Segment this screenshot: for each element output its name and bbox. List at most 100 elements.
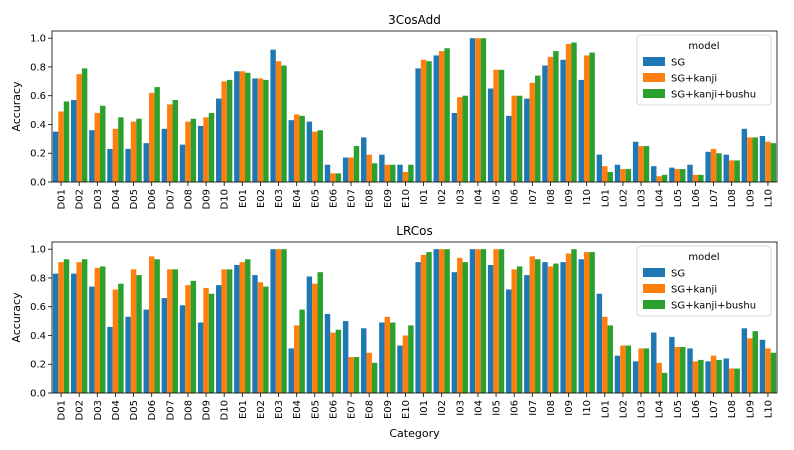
x-tick-label: L06 <box>691 189 702 207</box>
bar <box>553 263 559 393</box>
bar <box>293 325 300 393</box>
bar <box>136 275 142 393</box>
bar <box>716 153 722 182</box>
bar <box>245 259 251 393</box>
bar <box>299 309 305 393</box>
bar <box>379 322 385 393</box>
bar <box>560 59 566 183</box>
bar <box>94 112 101 182</box>
series-sg <box>52 38 766 183</box>
bar <box>565 253 572 393</box>
x-tick-label: E04 <box>292 400 303 419</box>
bar <box>221 81 227 182</box>
bar <box>179 144 186 182</box>
x-tick-label: L09 <box>745 189 756 207</box>
bar <box>335 329 342 393</box>
x-tick-label: D02 <box>75 400 86 420</box>
bar <box>705 361 711 393</box>
bar <box>154 87 160 182</box>
x-tick-label: L07 <box>709 400 720 418</box>
bar <box>71 100 77 182</box>
bar <box>252 275 258 393</box>
bar <box>438 249 445 393</box>
series-sg-kanji <box>58 38 771 183</box>
bar <box>366 352 372 393</box>
x-tick-label: I08 <box>546 189 557 205</box>
bar <box>63 101 70 182</box>
bar <box>172 100 178 182</box>
bar <box>602 166 608 182</box>
bar <box>335 173 342 182</box>
bar <box>390 164 396 182</box>
bar <box>589 252 595 393</box>
bar <box>728 160 735 182</box>
bar <box>118 283 124 393</box>
x-tick-label: D10 <box>220 189 231 209</box>
bar <box>506 115 512 182</box>
bar <box>614 355 621 393</box>
bar <box>317 272 323 393</box>
bar <box>698 174 704 182</box>
bar <box>197 125 204 182</box>
bar <box>94 267 101 393</box>
x-tick-label: L09 <box>745 400 756 418</box>
bar <box>680 169 686 182</box>
bar <box>281 65 287 182</box>
bar <box>625 169 632 182</box>
x-tick-label: D03 <box>93 189 104 209</box>
bar <box>632 141 639 182</box>
bar <box>252 78 258 182</box>
bar <box>553 51 559 182</box>
bar <box>366 154 372 182</box>
bar <box>161 128 168 182</box>
x-tick-label: D01 <box>57 400 68 420</box>
series-sg-kanji <box>58 249 771 393</box>
bar <box>216 98 222 182</box>
chart-panel-2: 0.0 0.2 0.4 0.6 0.8 1.0 D01 D02 D03 D04 D05 D06 D07 D… <box>10 224 778 420</box>
bar <box>379 154 385 182</box>
legend-swatch <box>643 89 665 98</box>
bar <box>208 293 215 393</box>
x-tick-label: L10 <box>763 400 774 418</box>
bar <box>371 362 378 393</box>
x-tick-label: I09 <box>564 189 575 205</box>
bar <box>741 128 748 182</box>
bar <box>143 143 149 182</box>
bar <box>747 137 753 182</box>
plot-frame <box>51 241 778 394</box>
bar <box>306 276 313 393</box>
bar <box>596 293 603 393</box>
x-tick-label: D05 <box>129 400 140 420</box>
bar <box>674 346 681 393</box>
x-tick-label: D06 <box>147 400 158 420</box>
bar <box>542 262 548 393</box>
x-tick-label: L03 <box>637 189 648 207</box>
x-tick-label: I07 <box>528 400 539 416</box>
x-tick-label: L01 <box>600 400 611 418</box>
x-tick-label: E09 <box>383 189 394 208</box>
x-tick-label: E07 <box>347 400 358 419</box>
x-tick-label: I08 <box>546 400 557 416</box>
bar <box>651 332 657 393</box>
bar <box>728 368 735 393</box>
bar <box>511 95 517 182</box>
x-tick-label: E04 <box>292 189 303 208</box>
bar <box>208 112 215 182</box>
bar <box>203 117 209 182</box>
bar <box>118 117 124 182</box>
y-tick-label: 1.0 <box>30 34 46 45</box>
bar <box>669 167 675 182</box>
bar <box>480 249 487 393</box>
bar <box>516 95 523 182</box>
x-tick-label: L05 <box>673 400 684 418</box>
bar <box>190 118 197 182</box>
bar <box>342 321 349 393</box>
x-tick-label: E03 <box>274 400 285 419</box>
bar <box>547 56 554 182</box>
x-tick-label: D07 <box>165 400 176 420</box>
bar <box>475 38 481 182</box>
y-tick-label: 0.4 <box>30 120 46 131</box>
legend-swatch <box>643 300 665 309</box>
bar <box>185 285 191 393</box>
